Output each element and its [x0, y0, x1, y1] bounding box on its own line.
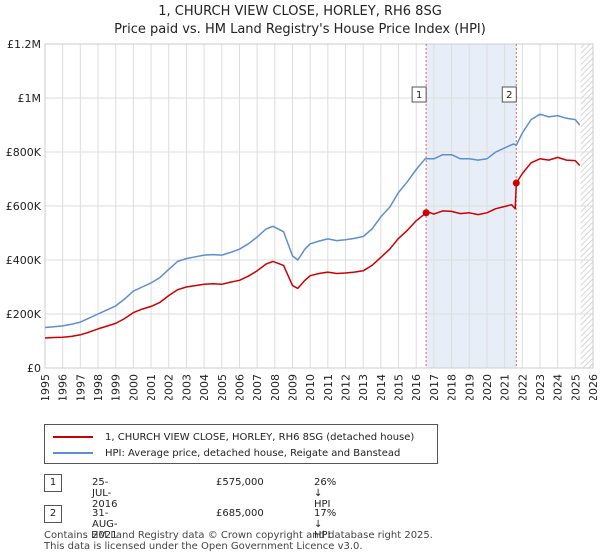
legend-item-property: 1, CHURCH VIEW CLOSE, HORLEY, RH6 8SG (d… — [53, 429, 414, 445]
x-tick-label: 2009 — [286, 374, 299, 400]
x-tick-label: 2006 — [233, 374, 246, 400]
transaction-hpi-diff: 26% ↓ HPI — [314, 477, 337, 510]
sale-point — [422, 209, 430, 217]
x-tick-label: 2004 — [198, 374, 211, 400]
y-tick-label: £200K — [6, 308, 42, 321]
y-tick-label: £1.2M — [7, 38, 41, 51]
x-tick-label: 2023 — [534, 374, 547, 400]
x-tick-label: 2016 — [410, 374, 423, 400]
y-tick-label: £400K — [6, 254, 42, 267]
sale-marker-box — [501, 86, 517, 103]
x-tick-label: 2002 — [163, 374, 176, 400]
x-tick-label: 1997 — [74, 374, 87, 400]
legend-item-hpi: HPI: Average price, detached house, Reig… — [53, 445, 400, 461]
y-tick-label: £600K — [6, 200, 42, 213]
x-tick-label: 1998 — [92, 374, 105, 400]
x-tick-label: 2003 — [180, 374, 193, 400]
x-tick-label: 2025 — [569, 374, 582, 400]
sale-point — [512, 179, 520, 187]
transaction-date: 25-JUL-2016 — [92, 477, 118, 510]
chart-title: 1, CHURCH VIEW CLOSE, HORLEY, RH6 8SG — [158, 4, 442, 19]
y-tick-label: £1M — [18, 92, 42, 105]
transaction-price: £685,000 — [216, 508, 264, 519]
x-tick-label: 2018 — [446, 374, 459, 400]
transaction-hpi-diff: 17% ↓ HPI — [314, 508, 337, 541]
x-tick-label: 2021 — [499, 374, 512, 400]
x-tick-label: 2024 — [552, 374, 565, 400]
legend-label-hpi: HPI: Average price, detached house, Reig… — [105, 447, 401, 459]
y-tick-label: £800K — [6, 146, 42, 159]
x-tick-label: 2008 — [269, 374, 282, 400]
chart-subtitle: Price paid vs. HM Land Registry's House … — [114, 22, 486, 37]
transaction-marker-1: 1 — [44, 474, 62, 492]
x-tick-label: 1999 — [110, 374, 123, 400]
transaction-date: 31-AUG-2021 — [92, 508, 118, 541]
sale-marker-label: 1 — [416, 90, 422, 101]
legend-label-property: 1, CHURCH VIEW CLOSE, HORLEY, RH6 8SG (d… — [105, 431, 415, 443]
x-tick-label: 2020 — [481, 374, 494, 400]
x-tick-label: 2000 — [127, 374, 140, 400]
x-tick-label: 2007 — [251, 374, 264, 400]
price-chart: £0 £200K £400K £600K £800K £1M £1.2M 1995 1996 19… — [6, 38, 600, 400]
x-tick-label: 2022 — [516, 374, 529, 400]
hpi-line — [44, 113, 581, 329]
property-price-line — [44, 156, 581, 339]
x-tick-label: 2017 — [428, 374, 441, 400]
x-tick-label: 1996 — [57, 374, 70, 400]
footer: Contains HM Land Registry data © Crown c… — [44, 530, 433, 552]
y-tick-label: £0 — [27, 362, 41, 375]
x-tick-label: 2013 — [357, 374, 370, 400]
x-tick-label: 2015 — [393, 374, 406, 400]
sale-marker-box — [411, 86, 427, 103]
x-tick-label: 2011 — [322, 374, 335, 400]
transaction-price: £575,000 — [216, 477, 264, 488]
legend: 1, CHURCH VIEW CLOSE, HORLEY, RH6 8SG (d… — [44, 424, 438, 464]
footer-copyright: Contains HM Land Registry data © Crown c… — [44, 530, 433, 541]
x-tick-label: 2026 — [587, 374, 600, 400]
plot-border — [44, 43, 594, 369]
x-tick-label: 2019 — [463, 374, 476, 400]
transaction-marker-2: 2 — [44, 505, 62, 523]
legend-swatch-hpi — [53, 452, 93, 454]
legend-swatch-property — [53, 436, 93, 438]
x-tick-label: 2012 — [340, 374, 353, 400]
x-tick-label: 2014 — [375, 374, 388, 400]
sale-marker-label: 2 — [506, 90, 512, 101]
x-tick-label: 2005 — [216, 374, 229, 400]
x-tick-label: 2001 — [145, 374, 158, 400]
footer-licence: This data is licensed under the Open Gov… — [44, 541, 363, 552]
x-tick-label: 1995 — [39, 374, 52, 400]
x-tick-label: 2010 — [304, 374, 317, 400]
